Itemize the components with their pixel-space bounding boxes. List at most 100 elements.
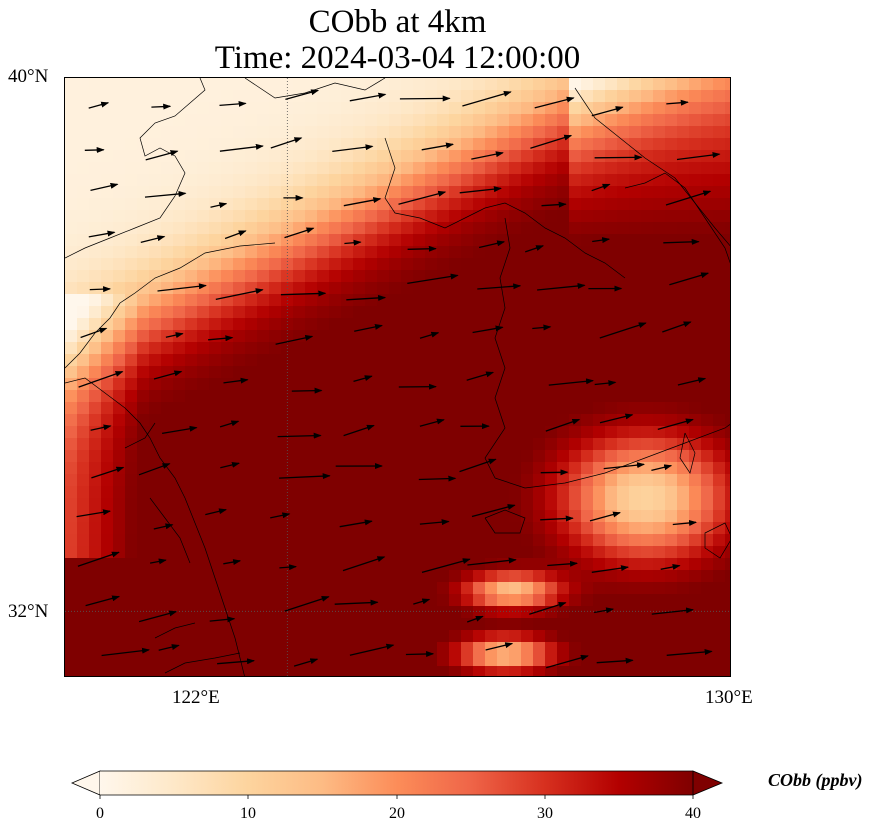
field-cell [473, 378, 486, 391]
field-cell [629, 210, 642, 223]
field-cell [341, 198, 354, 211]
field-cell [389, 618, 402, 631]
field-cell [641, 114, 654, 127]
field-cell [641, 630, 654, 643]
field-cell [533, 210, 546, 223]
field-cell [317, 666, 330, 676]
wind-arrow [471, 151, 504, 160]
field-cell [569, 630, 582, 643]
field-cell [509, 366, 522, 379]
field-cell [437, 342, 450, 355]
field-cell [269, 126, 282, 139]
field-cell [593, 426, 606, 439]
field-cell [617, 318, 630, 331]
wind-arrow [149, 558, 167, 565]
field-cell [341, 390, 354, 403]
field-cell [173, 594, 186, 607]
field-cell [101, 618, 114, 631]
field-cell [101, 174, 114, 187]
field-cell [725, 102, 730, 115]
field-cell [713, 486, 726, 499]
field-cell [413, 210, 426, 223]
field-cell [341, 546, 354, 559]
field-cell [533, 246, 546, 259]
field-cell [629, 222, 642, 235]
field-cell [269, 438, 282, 451]
field-cell [593, 666, 606, 676]
field-cell [293, 642, 306, 655]
field-cell [65, 546, 78, 559]
field-cell [317, 546, 330, 559]
field-cell [125, 366, 138, 379]
field-cell [581, 330, 594, 343]
field-cell [569, 570, 582, 583]
field-cell [677, 438, 690, 451]
field-cell [389, 558, 402, 571]
field-cell [665, 534, 678, 547]
field-cell [437, 162, 450, 175]
field-cell [377, 90, 390, 103]
wind-arrow [145, 150, 179, 161]
field-cell [521, 90, 534, 103]
field-cell [629, 162, 642, 175]
field-cell [425, 474, 438, 487]
wind-arrow [88, 101, 110, 109]
field-cell [461, 582, 474, 595]
field-cell [293, 594, 306, 607]
field-cell [593, 150, 606, 163]
field-cell [605, 486, 618, 499]
field-cell [149, 438, 162, 451]
field-cell [653, 582, 666, 595]
field-cell [89, 630, 102, 643]
field-cell [629, 102, 642, 115]
field-cell [113, 618, 126, 631]
field-cell [425, 366, 438, 379]
field-cell [617, 510, 630, 523]
field-cell [545, 306, 558, 319]
field-cell [641, 606, 654, 619]
field-cell [221, 606, 234, 619]
field-cell [185, 630, 198, 643]
field-cell [89, 402, 102, 415]
field-cell [125, 270, 138, 283]
field-cell [161, 414, 174, 427]
field-cell [449, 654, 462, 667]
field-cell [533, 498, 546, 511]
field-cell [461, 462, 474, 475]
field-cell [617, 222, 630, 235]
field-cell [521, 222, 534, 235]
field-cell [677, 462, 690, 475]
field-cell [581, 234, 594, 247]
field-cell [341, 246, 354, 259]
field-cell [101, 246, 114, 259]
field-cell [197, 486, 210, 499]
field-cell [317, 534, 330, 547]
wind-arrow [88, 230, 116, 238]
field-cell [77, 462, 90, 475]
field-cell [641, 522, 654, 535]
field-cell [173, 198, 186, 211]
field-cell [341, 618, 354, 631]
field-cell [641, 582, 654, 595]
wind-arrow [471, 504, 516, 518]
field-cell [89, 366, 102, 379]
field-cell [437, 306, 450, 319]
field-cell [485, 354, 498, 367]
field-cell [293, 126, 306, 139]
field-cell [89, 642, 102, 655]
field-cell [365, 462, 378, 475]
wind-arrow [223, 559, 242, 565]
field-cell [365, 594, 378, 607]
field-cell [701, 450, 714, 463]
field-cell [269, 90, 282, 103]
field-cell [257, 414, 270, 427]
field-cell [437, 174, 450, 187]
field-cell [617, 150, 630, 163]
field-cell [449, 162, 462, 175]
field-cell [425, 606, 438, 619]
field-cell [245, 558, 258, 571]
field-cell [293, 498, 306, 511]
field-cell [185, 90, 198, 103]
field-cell [425, 642, 438, 655]
field-cell [497, 666, 510, 676]
